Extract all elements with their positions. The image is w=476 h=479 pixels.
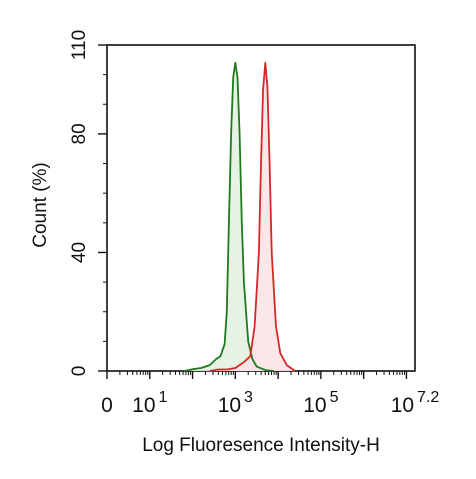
x-tick-label: 10 5 — [303, 389, 338, 417]
x-tick-label: 10 1 — [132, 389, 167, 417]
series-2-area — [209, 62, 296, 372]
y-axis-label: Count (%) — [30, 162, 51, 248]
y-tick-label: 80 — [69, 123, 90, 144]
x-axis-label: Log Fluoresence Intensity-H — [142, 435, 380, 456]
x-axis: 0 10 1 10 3 10 5 10 7.2 — [101, 371, 439, 417]
y-tick-label: 40 — [69, 242, 90, 263]
series-2-line — [209, 61, 296, 372]
x-tick-label: 10 7.2 — [391, 389, 440, 417]
series-1-area — [184, 62, 274, 372]
x-tick-label: 10 3 — [218, 389, 253, 417]
y-axis: 0 40 80 110 — [69, 30, 107, 376]
y-tick-label: 0 — [69, 366, 90, 377]
y-tick-label: 110 — [69, 30, 90, 60]
series-layer — [183, 61, 296, 372]
x-tick-label: 0 — [101, 394, 113, 417]
